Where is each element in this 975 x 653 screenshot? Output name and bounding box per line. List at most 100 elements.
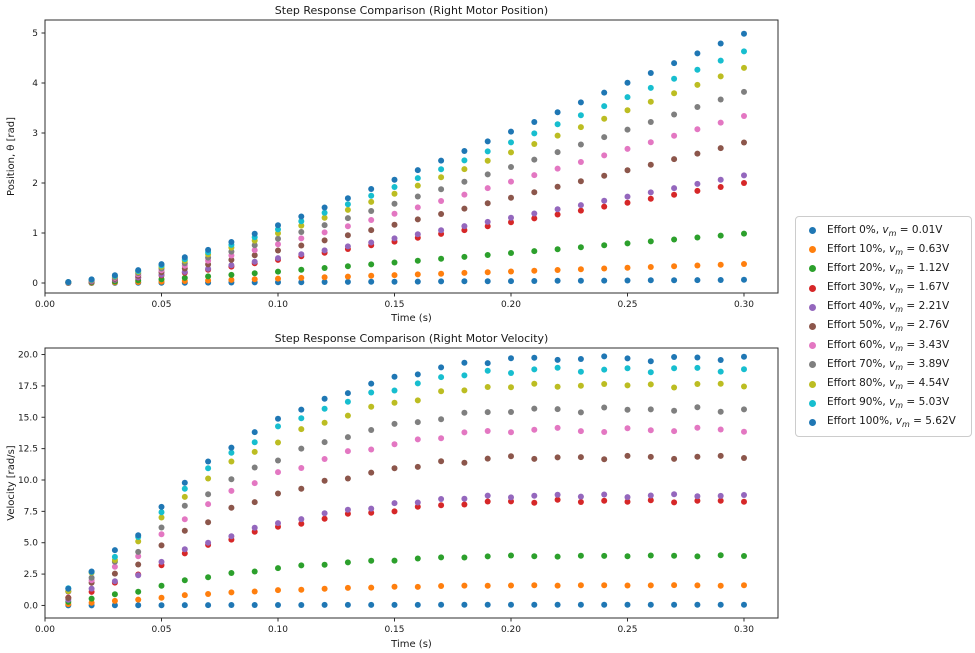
x-tick-label: 0.30 [734, 300, 754, 310]
data-point [601, 404, 608, 411]
data-point [414, 182, 421, 189]
data-point [531, 582, 538, 589]
data-point [368, 208, 375, 214]
data-point [484, 223, 491, 230]
data-point [741, 406, 747, 413]
data-point [647, 552, 654, 559]
data-point [671, 499, 678, 506]
data-point [368, 557, 375, 564]
data-point [298, 406, 305, 413]
data-point [671, 582, 678, 589]
data-point [251, 230, 258, 237]
data-point [158, 261, 165, 268]
data-point [461, 205, 468, 212]
data-point [647, 427, 654, 434]
y-tick-label: 4 [32, 79, 38, 89]
data-point [694, 104, 701, 110]
data-point [624, 582, 631, 589]
data-point [205, 602, 212, 609]
legend-item: Effort 100%, vm = 5.62V [796, 413, 971, 432]
data-point [438, 458, 445, 465]
data-point [321, 419, 328, 426]
data-point [135, 538, 142, 545]
data-point [111, 272, 118, 279]
x-tick-label: 0.10 [268, 300, 288, 310]
data-point [554, 183, 561, 190]
data-point [251, 258, 258, 265]
data-point [461, 278, 468, 285]
y-tick-label: 5 [32, 29, 38, 39]
data-point [298, 266, 305, 273]
legend-marker-icon [809, 418, 816, 426]
data-point [717, 57, 724, 64]
data-point [298, 415, 305, 422]
data-point [647, 277, 654, 284]
legend-item: Effort 80%, vm = 4.54V [796, 375, 971, 394]
legend-item: Effort 90%, vm = 5.03V [796, 394, 971, 413]
legend-marker-icon [809, 284, 816, 292]
y-tick-label: 2.5 [24, 570, 38, 580]
legend-item: Effort 10%, vm = 0.63V [796, 240, 971, 259]
data-point [577, 266, 584, 273]
data-point [717, 380, 724, 387]
position-axes-box [44, 19, 779, 294]
data-point [158, 558, 165, 565]
data-point [111, 563, 118, 570]
data-point [577, 499, 584, 505]
data-point [205, 458, 212, 465]
data-point [671, 354, 678, 360]
data-point [717, 492, 724, 499]
y-tick-label: 3 [32, 129, 38, 139]
data-point [368, 469, 375, 476]
position-chart-title: Step Response Comparison (Right Motor Po… [275, 4, 548, 17]
data-point [694, 582, 701, 589]
data-point [741, 180, 747, 186]
velocity-scatter-points [65, 353, 747, 609]
data-point [484, 553, 491, 560]
data-point [601, 197, 608, 204]
velocity-ylabel: Velocity [rad/s] [6, 445, 17, 520]
data-point [414, 204, 421, 211]
data-point [275, 602, 281, 608]
data-point [251, 588, 258, 595]
data-point [321, 561, 328, 568]
y-tick-label: 12.5 [18, 445, 38, 455]
data-point [135, 602, 142, 609]
x-tick-label: 0.15 [384, 625, 404, 635]
data-point [321, 515, 328, 522]
data-point [647, 119, 654, 125]
data-point [554, 149, 561, 156]
data-point [717, 119, 724, 126]
data-point [181, 479, 188, 486]
data-point [414, 193, 421, 200]
data-point [344, 263, 351, 270]
data-point [414, 436, 421, 443]
data-point [508, 268, 514, 275]
data-point [438, 157, 445, 164]
data-point [111, 570, 118, 577]
legend-item-label: Effort 90%, vm = 5.03V [827, 396, 950, 411]
data-point [181, 602, 188, 609]
legend-item: Effort 70%, vm = 3.89V [796, 355, 971, 374]
legend-item: Effort 50%, vm = 2.76V [796, 317, 971, 336]
data-point [671, 156, 678, 163]
data-point [601, 152, 608, 159]
data-point [158, 602, 165, 609]
data-point [717, 357, 724, 363]
data-point [508, 278, 514, 285]
data-point [531, 426, 538, 433]
legend-item: Effort 20%, vm = 1.12V [796, 259, 971, 278]
data-point [135, 572, 142, 579]
data-point [414, 463, 421, 470]
data-point [484, 360, 491, 367]
data-point [181, 254, 188, 261]
data-point [228, 504, 235, 511]
data-point [368, 601, 375, 608]
data-point [531, 366, 538, 373]
data-point [228, 602, 235, 608]
y-tick-label: 5.0 [24, 539, 39, 549]
data-point [414, 499, 421, 506]
data-point [344, 278, 351, 285]
data-point [741, 366, 747, 373]
